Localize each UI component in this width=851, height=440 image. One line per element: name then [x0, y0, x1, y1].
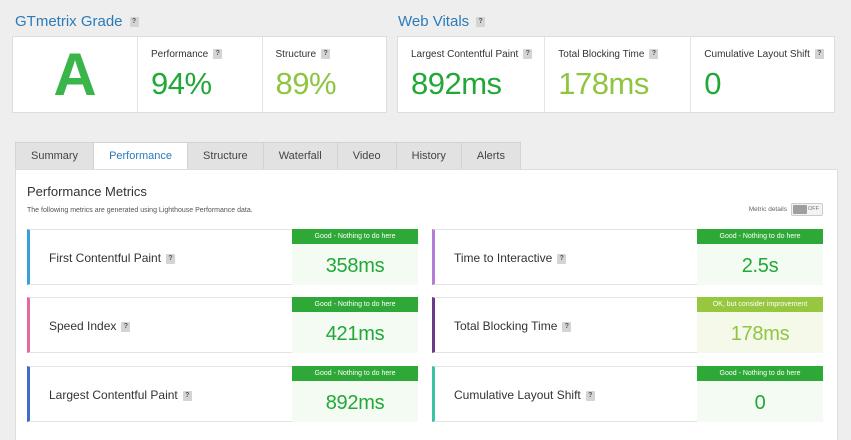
performance-content: Performance Metrics The following metric… [15, 169, 838, 440]
tab-video[interactable]: Video [337, 142, 397, 170]
help-icon[interactable]: ? [814, 49, 824, 60]
metric-badge: Good - Nothing to do here [697, 366, 823, 381]
gtmetrix-grade-title: GTmetrix Grade? [15, 13, 139, 30]
metric-badge: OK, but consider improvement [697, 297, 823, 312]
performance-label: Performance [151, 49, 209, 60]
report-tabs: Summary Performance Structure Waterfall … [15, 142, 521, 170]
grade-panel: A Performance? 94% Structure? 89% [12, 36, 387, 113]
metric-card: Time to Interactive? Good - Nothing to d… [432, 229, 823, 285]
tab-structure[interactable]: Structure [188, 142, 264, 170]
help-icon[interactable]: ? [557, 253, 567, 264]
metric-value: 2.5s [741, 255, 779, 277]
tab-performance[interactable]: Performance [94, 142, 189, 170]
metric-badge: Good - Nothing to do here [292, 297, 418, 312]
metric-badge: Good - Nothing to do here [697, 229, 823, 244]
structure-stat: Structure? 89% [263, 37, 387, 112]
metric-name: Speed Index [49, 319, 117, 333]
help-icon[interactable]: ? [476, 17, 486, 28]
cls-label: Cumulative Layout Shift [704, 49, 810, 60]
cls-stat: Cumulative Layout Shift? 0 [691, 37, 836, 112]
help-icon[interactable]: ? [585, 390, 595, 401]
lcp-value: 892ms [411, 66, 502, 101]
tbt-label: Total Blocking Time [558, 49, 645, 60]
metrics-title: Performance Metrics [27, 184, 147, 199]
tab-history[interactable]: History [396, 142, 462, 170]
help-icon[interactable]: ? [129, 17, 139, 28]
metric-card: Total Blocking Time? OK, but consider im… [432, 297, 823, 353]
help-icon[interactable]: ? [321, 49, 331, 60]
metric-name: First Contentful Paint [49, 251, 162, 265]
help-icon[interactable]: ? [166, 253, 176, 264]
metric-badge: Good - Nothing to do here [292, 366, 418, 381]
metric-name: Total Blocking Time [454, 319, 558, 333]
help-icon[interactable]: ? [649, 49, 659, 60]
toggle-knob [793, 205, 807, 214]
metric-card: Speed Index? Good - Nothing to do here 42… [27, 297, 418, 353]
toggle-state: OFF [808, 206, 819, 212]
metric-card: Cumulative Layout Shift? Good - Nothing … [432, 366, 823, 422]
help-icon[interactable]: ? [523, 49, 533, 60]
performance-value: 94% [151, 66, 212, 101]
metric-value: 0 [754, 392, 766, 414]
structure-value: 89% [275, 66, 337, 101]
metric-value: 358ms [325, 255, 385, 277]
tab-summary[interactable]: Summary [15, 142, 95, 170]
web-vitals-title: Web Vitals? [398, 13, 486, 30]
metric-name: Largest Contentful Paint [49, 388, 178, 402]
lcp-label: Largest Contentful Paint [411, 49, 519, 60]
performance-stat: Performance? 94% [138, 37, 263, 112]
metric-details-toggle-wrap: Metric details OFF [749, 203, 823, 216]
metric-value: 421ms [325, 323, 385, 345]
tab-waterfall[interactable]: Waterfall [263, 142, 338, 170]
lcp-stat: Largest Contentful Paint? 892ms [398, 37, 546, 112]
metric-value: 892ms [325, 392, 385, 414]
help-icon[interactable]: ? [562, 321, 572, 332]
metrics-subtitle: The following metrics are generated usin… [27, 207, 253, 214]
help-icon[interactable]: ? [121, 321, 131, 332]
toggle-label: Metric details [748, 206, 787, 213]
cls-value: 0 [704, 66, 722, 101]
metric-details-toggle[interactable]: OFF [791, 203, 823, 216]
vitals-panel: Largest Contentful Paint? 892ms Total Bl… [397, 36, 835, 113]
metric-badge: Good - Nothing to do here [292, 229, 418, 244]
grade-box: A [13, 37, 138, 112]
metric-value: 178ms [730, 323, 790, 345]
tbt-value: 178ms [558, 66, 649, 101]
metric-card: First Contentful Paint? Good - Nothing t… [27, 229, 418, 285]
tbt-stat: Total Blocking Time? 178ms [545, 37, 692, 112]
metric-card: Largest Contentful Paint? Good - Nothing… [27, 366, 418, 422]
tab-alerts[interactable]: Alerts [461, 142, 521, 170]
metric-name: Cumulative Layout Shift [454, 388, 581, 402]
grade-letter: A [53, 40, 97, 108]
structure-label: Structure [275, 49, 317, 60]
help-icon[interactable]: ? [213, 49, 223, 60]
help-icon[interactable]: ? [182, 390, 192, 401]
metric-name: Time to Interactive [454, 251, 553, 265]
